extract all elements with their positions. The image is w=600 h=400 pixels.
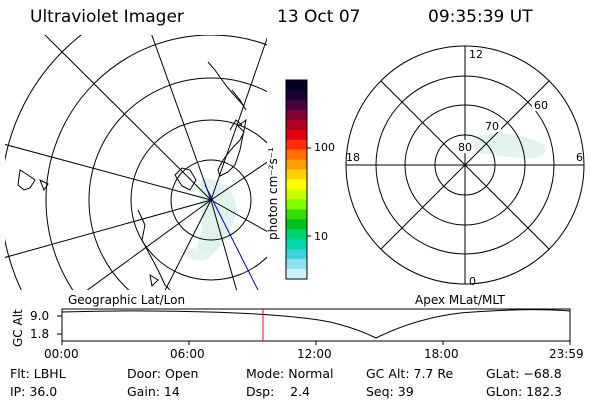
mlt-label-12: 12: [469, 48, 483, 61]
dsp-info: Dsp: 2.4: [246, 384, 311, 399]
xtick-0600: 06:00: [170, 347, 205, 361]
geographic-map: [5, 35, 267, 290]
colorbar-segment: [286, 249, 307, 260]
xtick-1800: 18:00: [424, 347, 459, 361]
mlat-label-70: 70: [485, 120, 499, 133]
xtick-1200: 12:00: [297, 347, 332, 361]
coastline: [217, 118, 247, 177]
colorbar-segment: [286, 269, 307, 280]
colorbar-segment: [286, 149, 307, 161]
mlt-label-6: 6: [576, 151, 583, 164]
mlat-label-80: 80: [458, 141, 472, 154]
date-label: 13 Oct 07: [277, 7, 361, 27]
filter-info: Flt: LBHL: [10, 366, 66, 381]
colorbar-segment: [286, 89, 307, 101]
colorbar-segment: [286, 139, 307, 151]
left-map-label: Geographic Lat/Lon: [68, 293, 185, 307]
altitude-curve: [61, 309, 571, 339]
aurora-emission-right: [468, 133, 546, 159]
colorbar-segment: [286, 99, 307, 111]
colorbar-segment: [286, 179, 307, 191]
colorbar-segment: [286, 119, 307, 131]
colorbar-segment: [286, 109, 307, 121]
colorbar-segment: [286, 80, 307, 91]
colorbar-segment: [286, 219, 307, 230]
time-label: 09:35:39 UT: [428, 7, 533, 27]
colorbar-segment: [286, 209, 307, 220]
altitude-plot: [57, 308, 571, 345]
glon-info: GLon: 182.3: [486, 384, 562, 399]
colorbar: [286, 80, 307, 280]
colorbar-segment: [286, 259, 307, 270]
altitude-ylabel: GC Alt: [11, 309, 25, 347]
mlt-label-18: 18: [346, 151, 360, 164]
colorbar-segment: [286, 199, 307, 210]
seq-info: Seq: 39: [366, 384, 414, 399]
colorbar-segment: [286, 239, 307, 250]
ip-info: IP: 36.0: [10, 384, 58, 399]
right-map-label: Apex MLat/MLT: [415, 293, 505, 307]
altitude-ytick-top: 9.0: [30, 309, 49, 323]
apex-polar-plot: [345, 45, 585, 285]
gain-info: Gain: 14: [127, 384, 180, 399]
colorbar-segment: [286, 189, 307, 200]
xtick-2359: 23:59: [549, 347, 584, 361]
colorbar-segment: [286, 159, 307, 171]
colorbar-segment: [286, 129, 307, 141]
instrument-title: Ultraviolet Imager: [30, 7, 184, 27]
colorbar-tick-10: 10: [314, 230, 328, 243]
mlat-label-60: 60: [534, 99, 548, 112]
door-info: Door: Open: [127, 366, 199, 381]
colorbar-tick-100: 100: [314, 141, 335, 154]
colorbar-segment: [286, 169, 307, 181]
gc-alt-info: GC Alt: 7.7 Re: [366, 366, 454, 381]
colorbar-unit-label: photon cm⁻²s⁻¹: [266, 147, 280, 240]
altitude-ytick-bottom: 1.8: [30, 327, 49, 341]
glat-info: GLat: −68.8: [486, 366, 562, 381]
colorbar-segment: [286, 229, 307, 240]
aurora-emission-left: [197, 178, 237, 258]
mlt-label-0: 0: [469, 275, 476, 288]
xtick-0000: 00:00: [44, 347, 79, 361]
mode-info: Mode: Normal: [246, 366, 334, 381]
